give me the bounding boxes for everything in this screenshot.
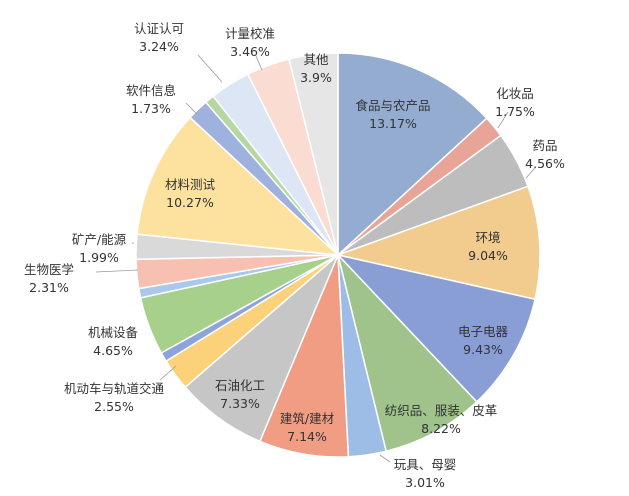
slice-label-name: 纺织品、服装、皮革	[385, 403, 498, 418]
pie-slice-3	[335, 185, 541, 301]
slice-label: 机动车与轨道交通 2.55%	[64, 381, 165, 414]
slice-label-name: 软件信息	[126, 83, 176, 98]
leader-line	[185, 102, 198, 115]
slice-label-name: 石油化工	[215, 378, 265, 393]
slice-label-percent: 7.14%	[287, 429, 327, 444]
slice-label-name: 矿产/能源	[72, 232, 127, 247]
slice-label-name: 材料测试	[165, 177, 216, 192]
slice-label-percent: 10.27%	[166, 195, 214, 210]
slice-label: 建筑/建材 7.14%	[280, 411, 334, 444]
slice-label-name: 生物医学	[24, 262, 74, 277]
slice-label-name: 药品	[532, 138, 557, 153]
slice-label-percent: 1.75%	[495, 104, 535, 119]
slice-label-name: 其他	[303, 52, 329, 67]
slice-label: 材料测试 10.27%	[165, 177, 216, 210]
slice-label: 机械设备 4.65%	[88, 325, 139, 358]
slice-label-name: 食品与农产品	[355, 98, 430, 113]
slice-label-percent: 1.73%	[131, 101, 171, 116]
leader-lines	[95, 54, 536, 463]
pie-slice-0	[337, 52, 488, 257]
slice-label-percent: 9.04%	[468, 248, 508, 263]
slice-label-percent: 3.01%	[405, 475, 445, 490]
slice-labels: 食品与农产品 13.17% 化妆品 1.75% 药品 4.56% 环境 9.04% 电子电器 9.…	[24, 21, 565, 490]
slice-label: 石油化工 7.33%	[215, 378, 265, 411]
slice-label: 电子电器 9.43%	[458, 324, 509, 357]
slice-label-name: 认证认可	[134, 21, 184, 36]
leader-line	[497, 111, 509, 129]
slice-label: 化妆品 1.75%	[495, 86, 535, 119]
slice-label: 计量校准 3.46%	[225, 26, 275, 59]
slice-label: 矿产/能源 1.99%	[72, 232, 127, 265]
pie-slice-15	[136, 116, 341, 256]
slice-label: 纺织品、服装、皮革 8.22%	[385, 403, 498, 436]
slice-label-percent: 3.9%	[300, 70, 332, 85]
slice-label-name: 环境	[475, 230, 500, 245]
leader-line	[255, 55, 263, 71]
slice-label: 生物医学 2.31%	[24, 262, 74, 295]
slice-label: 玩具、母婴 3.01%	[394, 457, 457, 490]
slice-label-name: 机动车与轨道交通	[64, 381, 165, 396]
pie-slice-5	[336, 252, 478, 453]
slice-label-percent: 3.24%	[139, 39, 179, 54]
slice-label-percent: 8.22%	[421, 421, 461, 436]
slice-label: 药品 4.56%	[525, 138, 565, 171]
slice-label-name: 化妆品	[496, 86, 534, 101]
leader-line	[525, 167, 536, 179]
slice-label-name: 玩具、母婴	[394, 457, 457, 472]
slice-label: 食品与农产品 13.17%	[355, 98, 430, 131]
slice-label-percent: 4.65%	[93, 343, 133, 358]
pie-slices	[135, 52, 541, 458]
slice-label-name: 建筑/建材	[280, 411, 334, 426]
slice-label-percent: 7.33%	[220, 396, 260, 411]
leader-line	[197, 54, 223, 83]
pie-slice-4	[335, 253, 536, 403]
slice-label: 其他 3.9%	[300, 52, 332, 85]
slice-label: 环境 9.04%	[468, 230, 508, 263]
slice-label: 认证认可 3.24%	[134, 21, 184, 54]
leader-line	[379, 454, 391, 463]
slice-label-percent: 2.31%	[29, 280, 69, 295]
slice-label-name: 计量校准	[225, 26, 275, 41]
leader-line	[159, 365, 177, 381]
slice-label-percent: 1.99%	[79, 250, 119, 265]
slice-label: 软件信息 1.73%	[126, 83, 176, 116]
slice-label-percent: 4.56%	[525, 156, 565, 171]
leader-line	[95, 269, 139, 273]
slice-label-percent: 13.17%	[369, 116, 417, 131]
slice-label-name: 机械设备	[88, 325, 139, 340]
slice-label-name: 电子电器	[458, 324, 509, 339]
slice-label-percent: 3.46%	[230, 44, 270, 59]
slice-label-percent: 2.55%	[94, 399, 134, 414]
slice-label-percent: 9.43%	[463, 342, 503, 357]
pie-slice-20	[288, 52, 339, 256]
